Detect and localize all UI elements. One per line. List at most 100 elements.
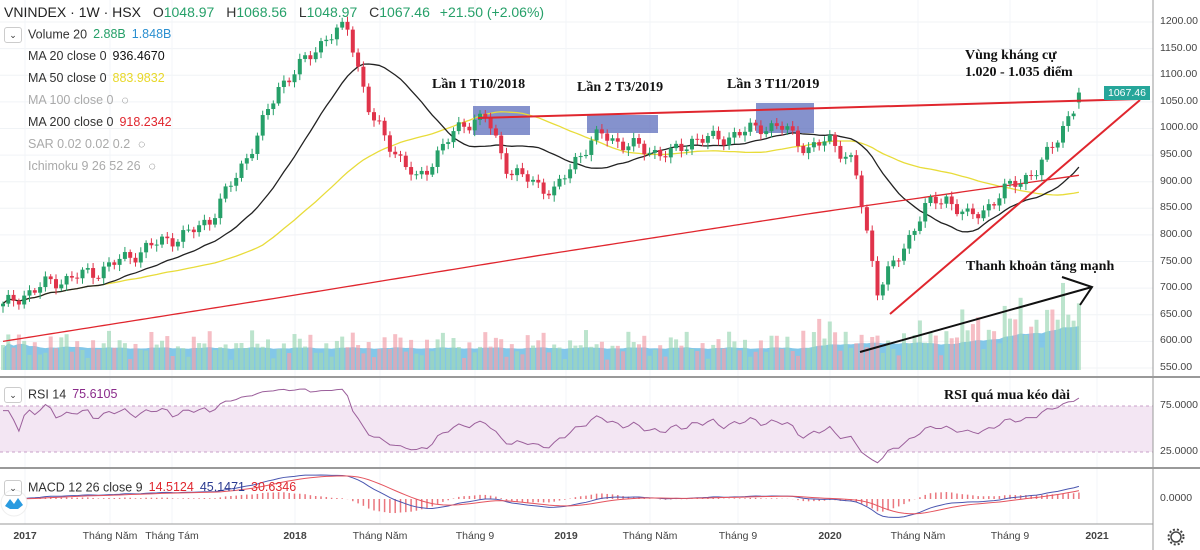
volume-bar — [822, 338, 827, 370]
legend-sar[interactable]: SAR 0.02 0.02 0.2 ◌ — [28, 137, 146, 151]
candle — [1066, 116, 1071, 126]
candle — [970, 208, 975, 215]
volume-bar — [1018, 297, 1023, 370]
ma50-line — [2, 111, 1080, 305]
candle — [101, 266, 106, 279]
volume-bar — [1, 345, 5, 370]
legend-ma100[interactable]: MA 100 close 0 ◌ — [28, 93, 129, 107]
candle — [557, 178, 562, 187]
candle — [403, 155, 408, 168]
collapse-legend-chevron-icon[interactable]: ⌄ — [4, 27, 22, 43]
candle — [398, 154, 403, 156]
legend-ichimoku[interactable]: Ichimoku 9 26 52 26 ◌ — [28, 159, 156, 173]
volume-bar — [319, 352, 323, 370]
support-trendline[interactable] — [889, 99, 1141, 315]
volume-trendline[interactable] — [859, 286, 1093, 353]
candle — [674, 143, 679, 149]
legend-volume[interactable]: ⌄ Volume 20 2.88B 1.848B — [4, 27, 171, 43]
volume-bar — [48, 336, 53, 370]
volume-bar — [345, 347, 350, 370]
hidden-eye-icon[interactable]: ◌ — [138, 137, 146, 151]
volume-bar — [700, 343, 705, 370]
volume-bar — [22, 340, 27, 370]
price-tick: 800.00 — [1160, 227, 1193, 240]
candle — [451, 131, 456, 143]
candle — [536, 179, 541, 183]
legend-macd[interactable]: ⌄ MACD 12 26 close 9 14.5124 45.1471 30.6346 — [4, 480, 296, 496]
candle — [838, 145, 843, 159]
trendlines — [477, 98, 1141, 353]
settings-gear-icon[interactable] — [1167, 528, 1185, 546]
volume-bar — [149, 331, 154, 370]
volume-bar — [377, 348, 382, 370]
legend-rsi[interactable]: ⌄ RSI 14 75.6105 — [4, 387, 117, 403]
resistance-line[interactable] — [477, 98, 1141, 119]
volume-bar — [419, 355, 424, 370]
volume-bar — [796, 355, 800, 370]
collapse-legend-chevron-icon[interactable]: ⌄ — [4, 387, 22, 403]
volume-bar — [615, 345, 620, 370]
time-tick: 2020 — [818, 530, 842, 542]
rsi-line — [3, 388, 1080, 464]
indicator-tick: 0.0000 — [1160, 492, 1193, 504]
candle — [382, 120, 387, 136]
volume-bar — [870, 336, 875, 370]
candle — [138, 252, 143, 263]
candle — [1, 303, 5, 307]
candle — [976, 214, 981, 219]
ma20-line — [2, 63, 1080, 305]
candle — [313, 52, 318, 60]
volume-bar — [997, 343, 1002, 370]
volume-bar — [207, 331, 212, 370]
volume-bar — [175, 346, 180, 370]
volume-bar — [1071, 320, 1076, 370]
volume-bar — [562, 359, 567, 370]
volume-bar — [1050, 309, 1055, 370]
collapse-legend-chevron-icon[interactable]: ⌄ — [4, 480, 22, 496]
volume-bar — [1039, 347, 1044, 370]
volume-bar — [398, 337, 403, 370]
volume-bar — [112, 347, 117, 370]
candle — [827, 134, 832, 142]
candle — [419, 170, 424, 175]
candle — [149, 242, 154, 246]
volume-bar — [287, 353, 292, 370]
hidden-eye-icon[interactable]: ◌ — [148, 159, 156, 173]
ma200-line — [2, 174, 1079, 343]
candle — [515, 168, 520, 176]
time-tick: Tháng 9 — [990, 530, 1030, 542]
volume-bar — [637, 344, 641, 370]
candle — [806, 147, 811, 154]
symbol[interactable]: VNINDEX — [4, 4, 67, 20]
candle — [1023, 175, 1028, 185]
legend-ma50[interactable]: MA 50 close 0 883.9832 — [28, 71, 165, 85]
interval[interactable]: 1W — [78, 4, 100, 20]
legend-ma20[interactable]: MA 20 close 0 936.4670 — [28, 49, 165, 63]
legend-ma200[interactable]: MA 200 close 0 918.2342 — [28, 115, 172, 129]
volume-bar — [843, 331, 848, 370]
volume-bar — [218, 347, 223, 370]
volume-bar — [133, 343, 138, 370]
volume-bar — [610, 345, 615, 370]
candle — [621, 141, 626, 151]
candle — [743, 131, 747, 136]
annotation-resistance-zone: Vùng kháng cự 1.020 - 1.035 điểm — [965, 48, 1073, 80]
volume-bar — [928, 331, 933, 370]
candle — [584, 154, 588, 157]
candle — [266, 109, 270, 116]
volume-bar — [970, 324, 975, 370]
volume-bar — [944, 331, 949, 370]
price-tick: 1200.00 — [1160, 15, 1198, 27]
indicator-tick: 75.0000 — [1160, 399, 1198, 411]
hidden-eye-icon[interactable]: ◌ — [121, 93, 129, 107]
candle — [234, 177, 239, 186]
candle — [409, 167, 414, 175]
volume-bar — [621, 351, 626, 370]
volume-bar — [366, 342, 371, 370]
candle — [690, 138, 694, 150]
volume-bar — [695, 351, 700, 370]
time-tick: Tháng Năm — [622, 530, 678, 542]
volume-bar — [64, 334, 69, 370]
volume-bar — [891, 349, 896, 370]
